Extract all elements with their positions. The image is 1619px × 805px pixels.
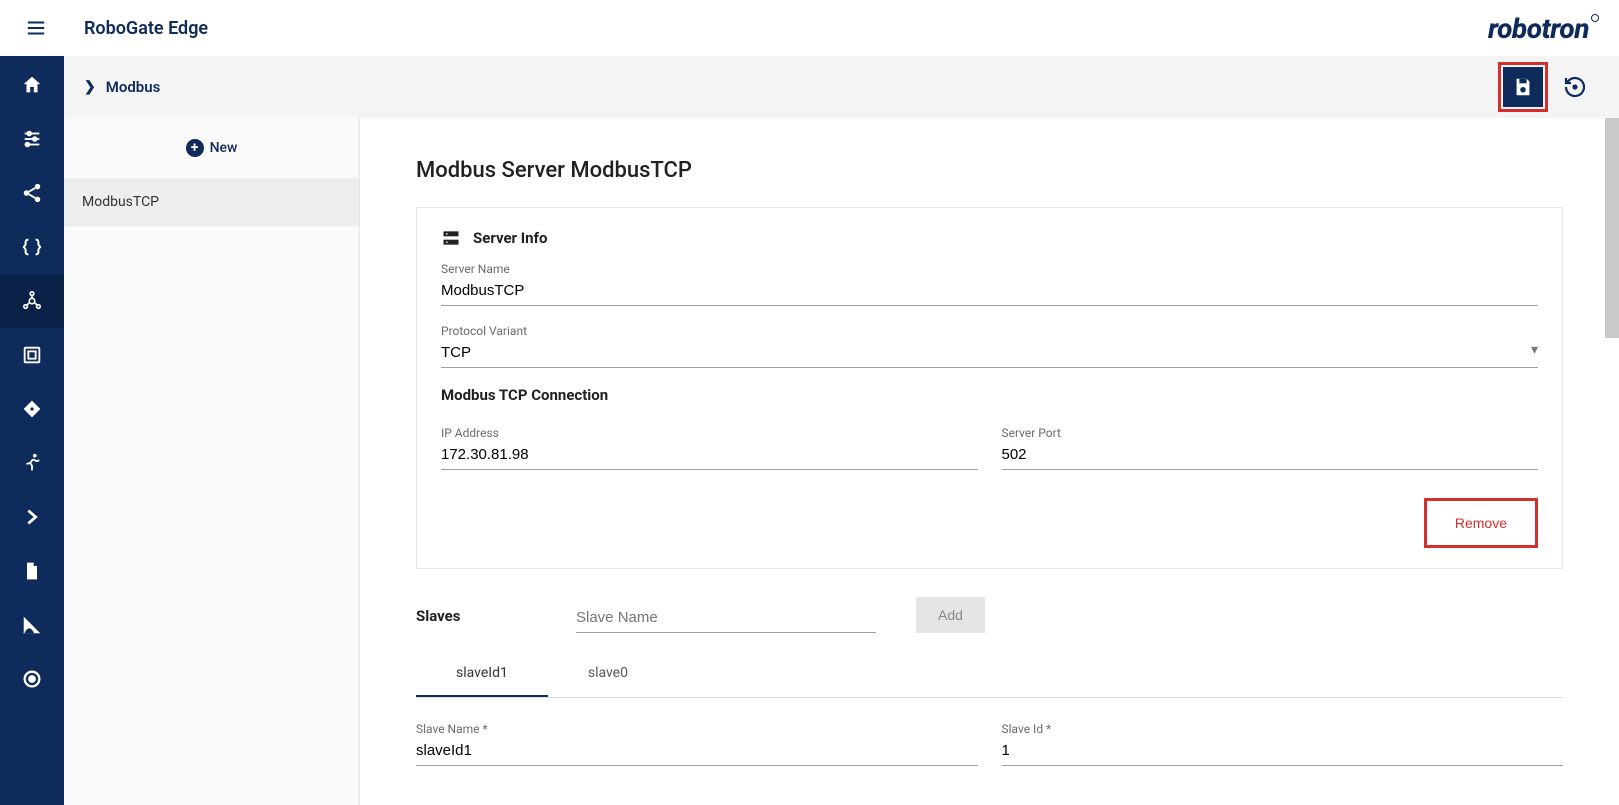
page-title: Modbus Server ModbusTCP xyxy=(416,158,1563,183)
side-item-label: ModbusTCP xyxy=(82,194,159,210)
server-icon xyxy=(441,228,461,248)
tab-slaveid1[interactable]: slaveId1 xyxy=(416,651,548,697)
target-icon xyxy=(21,668,43,690)
slave-id-field[interactable] xyxy=(1002,738,1564,766)
ip-label: IP Address xyxy=(441,426,978,440)
chevron-right-icon: ❯ xyxy=(84,79,96,95)
home-icon xyxy=(21,74,43,96)
nav-share[interactable] xyxy=(0,166,64,220)
breadcrumb-label: Modbus xyxy=(106,78,161,96)
menu-toggle[interactable] xyxy=(16,17,56,39)
slave-name-field[interactable] xyxy=(416,738,978,766)
remove-button[interactable]: Remove xyxy=(1424,498,1538,548)
save-button[interactable] xyxy=(1503,67,1543,107)
port-label: Server Port xyxy=(1002,426,1539,440)
person-run-icon xyxy=(21,452,43,474)
nav-rail xyxy=(0,56,64,805)
server-name-label: Server Name xyxy=(441,262,1538,276)
nav-json[interactable] xyxy=(0,220,64,274)
nav-hub[interactable] xyxy=(0,274,64,328)
nav-tag[interactable] xyxy=(0,382,64,436)
slave-tabs: slaveId1 slave0 xyxy=(416,651,1563,698)
slaves-heading: Slaves xyxy=(416,607,536,633)
port-input[interactable] xyxy=(1002,442,1539,470)
board-icon xyxy=(21,344,43,366)
save-icon xyxy=(1512,76,1534,98)
connection-heading: Modbus TCP Connection xyxy=(441,386,1538,404)
add-slave-button[interactable]: Add xyxy=(916,597,985,633)
nav-target[interactable] xyxy=(0,652,64,706)
protocol-select[interactable] xyxy=(441,340,1538,368)
topbar: RoboGate Edge robotron xyxy=(0,0,1619,56)
side-panel: + New ModbusTCP xyxy=(64,118,360,805)
slaves-section: Slaves Add slaveId1 slave0 Slave Name * xyxy=(416,597,1563,784)
nav-settings[interactable] xyxy=(0,112,64,166)
wave-icon xyxy=(21,614,43,636)
protocol-label: Protocol Variant xyxy=(441,324,1538,338)
slave-id-label: Slave Id * xyxy=(1002,722,1564,736)
hub-icon xyxy=(21,290,43,312)
braces-icon xyxy=(21,236,43,258)
sliders-icon xyxy=(21,128,43,150)
restore-button[interactable] xyxy=(1559,71,1591,103)
nav-wave[interactable] xyxy=(0,598,64,652)
detail-pane[interactable]: Modbus Server ModbusTCP Server Info Serv… xyxy=(360,118,1619,805)
subbar: ❯ Modbus xyxy=(64,56,1619,118)
nav-forward[interactable] xyxy=(0,490,64,544)
ip-input[interactable] xyxy=(441,442,978,470)
brand-logo: robotron xyxy=(1488,12,1599,45)
diamond-icon xyxy=(22,399,42,419)
breadcrumb[interactable]: ❯ Modbus xyxy=(84,78,160,96)
file-icon xyxy=(22,560,42,582)
nav-activity[interactable] xyxy=(0,436,64,490)
hamburger-icon xyxy=(25,17,47,39)
slave-name-input[interactable] xyxy=(576,603,876,633)
server-info-card: Server Info Server Name Protocol Variant… xyxy=(416,207,1563,569)
side-item-modbustcp[interactable]: ModbusTCP xyxy=(64,178,359,226)
nav-file[interactable] xyxy=(0,544,64,598)
tab-slave0[interactable]: slave0 xyxy=(548,651,668,697)
restore-icon xyxy=(1563,75,1587,99)
scrollbar[interactable] xyxy=(1605,118,1619,338)
new-button[interactable]: + New xyxy=(64,118,359,178)
plus-icon: + xyxy=(186,139,204,157)
share-icon xyxy=(21,182,43,204)
server-name-input[interactable] xyxy=(441,278,1538,306)
nav-home[interactable] xyxy=(0,58,64,112)
new-label: New xyxy=(210,140,238,156)
app-title: RoboGate Edge xyxy=(84,18,208,39)
nav-board[interactable] xyxy=(0,328,64,382)
server-info-heading: Server Info xyxy=(473,229,547,247)
chevron-right-icon xyxy=(21,506,43,528)
slave-name-label: Slave Name * xyxy=(416,722,978,736)
